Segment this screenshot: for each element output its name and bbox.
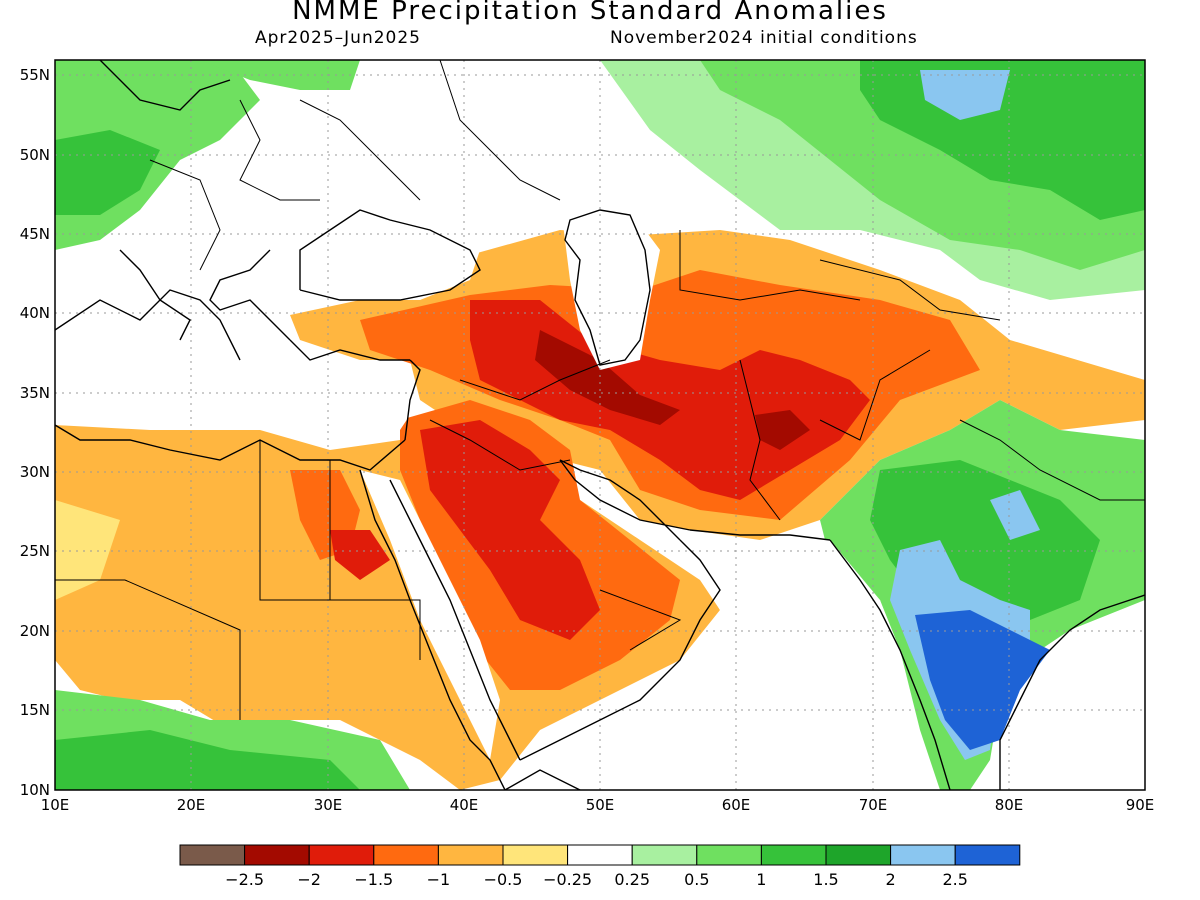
coast-levant [404,359,421,441]
lat-tick-label: 45N [20,225,50,243]
lat-tick-label: 55N [20,66,50,84]
colorbar-swatch [373,844,439,866]
coast-horn [504,769,581,790]
near-normal-caspian [560,200,660,370]
dry-anomaly-afghanistan-extreme [755,410,810,450]
wet-anomaly-sahel-strong [55,730,360,790]
dry-anomaly-iran-extreme [535,330,680,425]
colorbar-swatch [244,844,310,866]
coast-aegean [209,249,291,341]
colorbar-tick-label: −1.5 [354,870,393,889]
colorbar-labels: −2.5 −2 −1.5 −1 −0.5 −0.25 0.25 0.5 1 1.5 2 2.5 [225,870,968,889]
wet-anomaly-siberia-blue [920,70,1010,120]
lon-tick-label: 60E [722,796,751,814]
dry-anomaly-sahara-light [55,500,120,600]
colorbar-swatch [825,844,892,866]
longitude-axis: 10E 20E 30E 40E 50E 60E 70E 80E 90E [41,796,1155,814]
colorbar-tick-label: 2.5 [942,870,967,889]
coast-india-east [999,594,1145,790]
lat-tick-label: 10N [20,781,50,799]
coast-persian-gulf [559,459,691,541]
colorbar-swatch [567,844,633,866]
coast-north-africa [55,424,406,471]
initial-conditions: November2024 initial conditions [610,28,918,48]
coast-makran [689,529,831,541]
wet-anomaly-india-blue [915,610,1050,750]
coast-black-sea [299,209,481,301]
lon-tick-label: 50E [586,796,615,814]
dry-anomaly-arabia-strong [420,420,600,640]
colorbar [179,844,1021,866]
wet-anomaly-bengal [990,490,1040,540]
coast-red-sea-west [359,469,506,790]
borders [55,60,1145,720]
coast-arabia-south [519,539,721,761]
coastlines [55,60,1145,790]
lat-tick-label: 50N [20,146,50,164]
near-normal-mediterranean [55,320,420,430]
coast-mediterranean-north [55,289,241,361]
forecast-period: Apr2025–Jun2025 [255,28,421,48]
coast-caspian [564,209,651,366]
coast-india-west [829,539,951,790]
lat-tick-label: 20N [20,622,50,640]
near-normal-black-sea [280,210,480,300]
lat-tick-label: 25N [20,542,50,560]
lon-tick-label: 30E [314,796,343,814]
colorbar-swatch [631,844,698,866]
map-title: NMME Precipitation Standard Anomalies [292,0,888,26]
colorbar-tick-label: 0.25 [614,870,650,889]
map-border [54,59,1146,791]
colorbar-tick-label: −1 [427,870,451,889]
colorbar-swatch [890,844,956,866]
lon-tick-label: 90E [1126,796,1155,814]
near-normal-red-sea [360,470,500,760]
latitude-axis: 55N 50N 45N 40N 35N 30N 25N 20N 15N 10N [20,66,50,799]
near-normal-arabian-sea [600,540,940,790]
lat-tick-label: 15N [20,701,50,719]
colorbar-tick-label: 2 [886,870,896,889]
coast-turkey-south [289,339,410,361]
colorbar-tick-label: 1 [756,870,766,889]
lon-tick-label: 20E [177,796,206,814]
colorbar-tick-label: 1.5 [813,870,838,889]
colorbar-swatch [308,844,375,866]
coast-baltic [99,60,231,111]
lon-tick-label: 80E [995,796,1024,814]
colorbar-swatch [502,844,569,866]
lat-tick-label: 30N [20,463,50,481]
colorbar-tick-label: −0.5 [484,870,523,889]
lon-tick-label: 70E [859,796,888,814]
colorbar-tick-label: 0.5 [684,870,709,889]
lon-tick-label: 40E [450,796,479,814]
coast-italy [119,249,191,341]
dry-anomaly-sudan-strong [330,530,390,580]
wet-anomaly-europe-strong [55,130,160,215]
colorbar-swatch [954,844,1021,866]
colorbar-tick-label: −2.5 [225,870,264,889]
colorbar-swatch [437,844,504,866]
graticule [55,60,1145,790]
colorbar-tick-label: −0.25 [543,870,592,889]
colorbar-swatch [760,844,827,866]
colorbar-swatch [179,844,246,866]
lon-tick-label: 10E [41,796,70,814]
coast-red-sea-east [389,479,521,761]
lat-tick-label: 40N [20,304,50,322]
colorbar-swatch [696,844,762,866]
lat-tick-label: 35N [20,384,50,402]
colorbar-tick-label: −2 [297,870,321,889]
